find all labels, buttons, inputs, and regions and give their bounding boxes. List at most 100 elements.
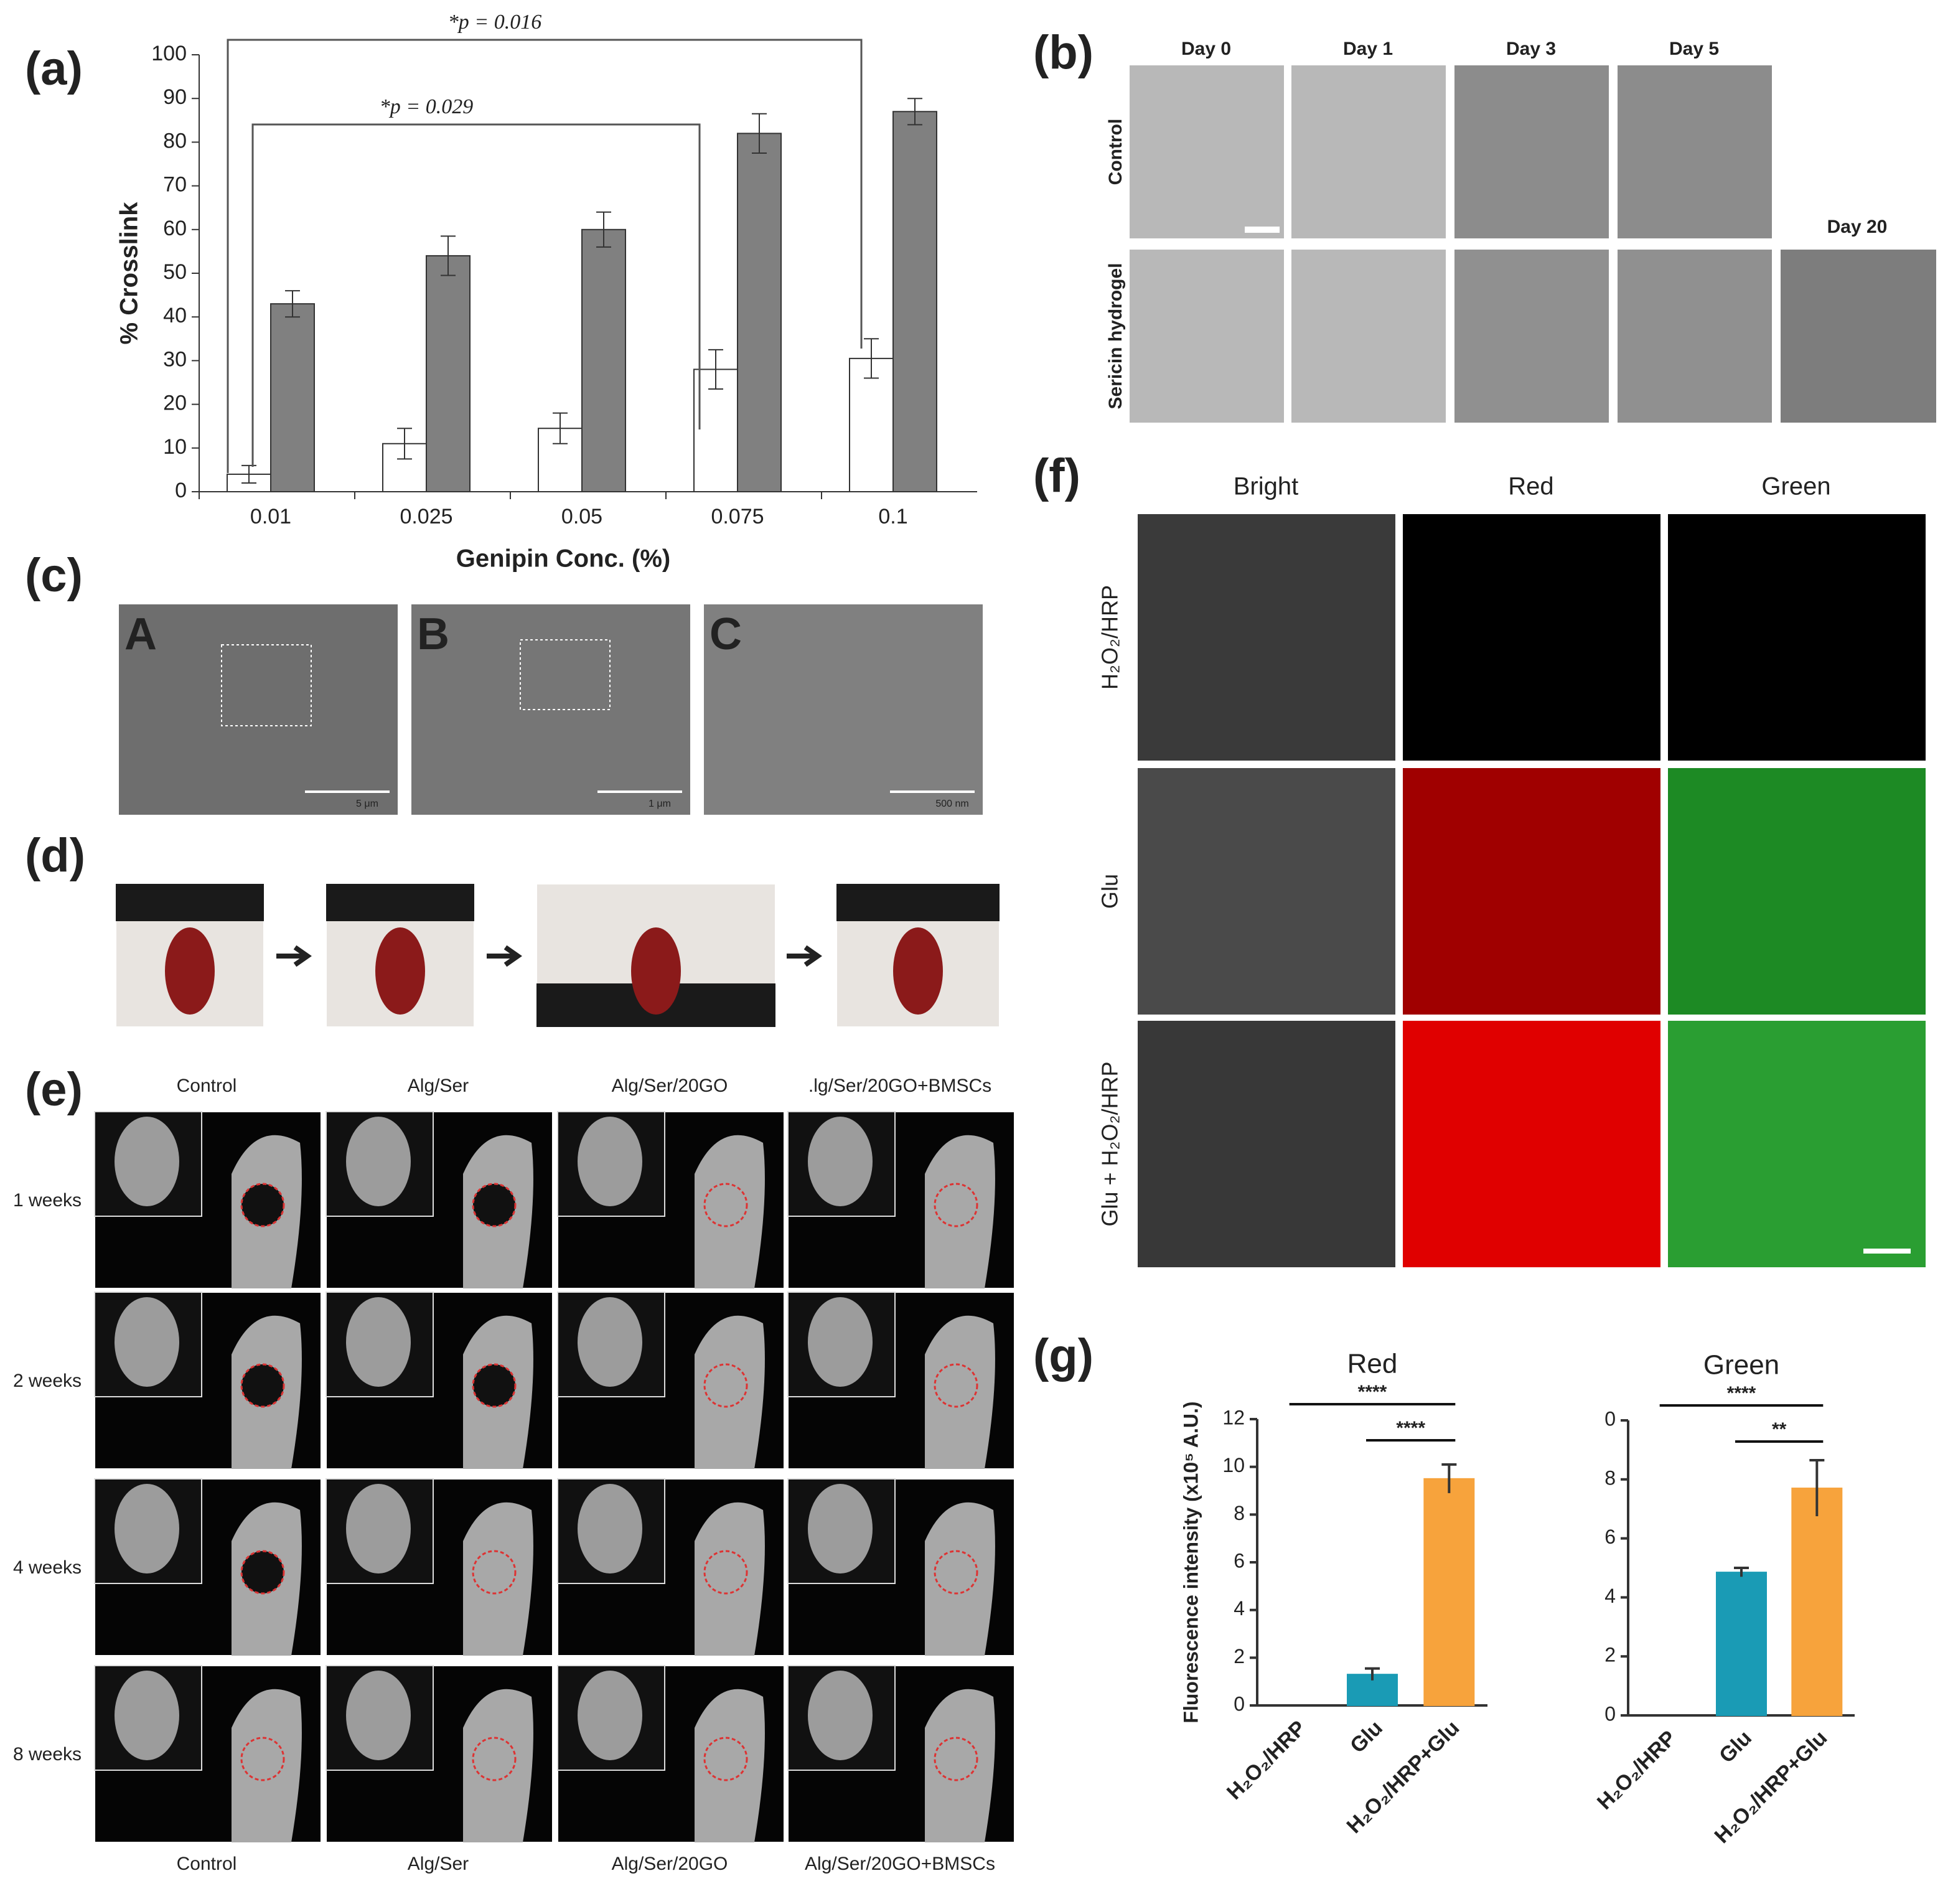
bar <box>426 255 471 492</box>
bone <box>578 1117 642 1206</box>
bone <box>808 1484 873 1573</box>
defect-circle <box>703 1183 748 1227</box>
panel-label: (c) <box>25 549 83 602</box>
photo <box>1138 514 1395 761</box>
photo <box>1403 514 1660 761</box>
ruler <box>326 884 474 921</box>
photo <box>1779 248 1937 424</box>
bracket <box>227 39 863 473</box>
column-label: Day 3 <box>1506 39 1556 59</box>
error-bar <box>241 464 256 484</box>
y-tick-label: 40 <box>163 304 187 327</box>
defect-circle <box>240 1363 285 1408</box>
bone <box>925 1315 995 1469</box>
row-label: 1 weeks <box>13 1190 82 1211</box>
bone <box>115 1297 179 1387</box>
x-tick-label: H₂O₂/HRP <box>1593 1726 1681 1814</box>
bone <box>578 1297 642 1387</box>
photo <box>1128 248 1285 424</box>
bone <box>695 1315 765 1469</box>
annotation: **** <box>1358 1382 1387 1402</box>
row-label: Glu + H₂O₂/HRP <box>1097 1061 1123 1226</box>
bone <box>578 1671 642 1760</box>
error-bar <box>1365 1667 1380 1681</box>
annotation: **** <box>1396 1418 1425 1438</box>
zoom-box <box>520 639 611 710</box>
wound <box>375 927 425 1015</box>
scale-bar-label: 500 nm <box>935 799 968 809</box>
defect-circle <box>703 1363 748 1408</box>
bar <box>1423 1478 1475 1706</box>
row-label: 2 weeks <box>13 1371 82 1391</box>
y-tick-label: 100 <box>151 42 187 65</box>
panel-label: (d) <box>25 829 85 882</box>
column-label: Day 5 <box>1669 39 1719 59</box>
photo <box>1668 1021 1926 1267</box>
row-label: 8 weeks <box>13 1744 82 1765</box>
y-tick-label: 6 <box>1234 1549 1245 1572</box>
y-tick-label: 0 <box>1234 1692 1245 1715</box>
error-bar <box>596 211 611 248</box>
panel-label: (a) <box>25 42 83 95</box>
y-tick-label: 60 <box>163 217 187 240</box>
defect-circle <box>240 1183 285 1227</box>
x-tick-label: Glu <box>1346 1716 1387 1758</box>
y-axis-label: % Crosslink <box>116 202 143 345</box>
row-label: 4 weeks <box>13 1557 82 1578</box>
row-label: Control <box>1105 119 1126 185</box>
photo <box>1290 64 1447 240</box>
bone <box>232 1689 302 1842</box>
column-label: Bright <box>1234 473 1299 500</box>
error-bar <box>1734 1567 1749 1577</box>
y-tick-label: 8 <box>1604 1466 1616 1489</box>
bone <box>808 1297 873 1387</box>
panel-label: (b) <box>1033 26 1094 79</box>
y-tick-label: 80 <box>163 129 187 152</box>
y-tick-label: 20 <box>163 392 187 415</box>
bone <box>115 1671 179 1760</box>
error-bar <box>553 412 568 444</box>
defect-circle <box>934 1363 978 1408</box>
annotation: **** <box>1727 1383 1756 1404</box>
error-bar <box>708 349 723 390</box>
photo <box>410 603 691 816</box>
scale-bar <box>1245 227 1280 233</box>
arrow <box>487 945 522 967</box>
chart-title: Green <box>1703 1350 1779 1381</box>
photo <box>1453 248 1610 424</box>
photo <box>1290 248 1447 424</box>
arrow <box>276 945 312 967</box>
x-axis-label: Genipin Conc. (%) <box>456 545 670 573</box>
bone <box>695 1135 765 1288</box>
error-bar <box>907 98 922 126</box>
y-tick-label: 30 <box>163 347 187 371</box>
y-tick-label: 2 <box>1604 1644 1616 1666</box>
column-label: Alg/Ser/20GO <box>612 1076 728 1096</box>
bone <box>115 1117 179 1206</box>
error-bar <box>1809 1458 1825 1517</box>
row-label: Sericin hydrogel <box>1105 263 1126 409</box>
defect-circle <box>240 1737 285 1781</box>
y-tick-label: 0 <box>1604 1407 1616 1430</box>
column-label: Day 0 <box>1181 39 1231 59</box>
bone <box>463 1689 533 1842</box>
panel-label: (f) <box>1033 449 1080 502</box>
bone <box>346 1117 411 1206</box>
defect-circle <box>472 1550 517 1595</box>
photo <box>1616 64 1773 240</box>
column-label: .lg/Ser/20GO+BMSCs <box>808 1076 991 1096</box>
photo <box>1138 1021 1395 1267</box>
column-label: Alg/Ser <box>408 1854 469 1874</box>
column-label: Day 1 <box>1343 39 1393 59</box>
bar <box>581 228 626 492</box>
y-tick-label: 50 <box>163 260 187 284</box>
bar <box>892 111 937 492</box>
x-tick-label: Glu <box>1715 1726 1756 1768</box>
y-tick-label: 0 <box>175 479 187 502</box>
error-bar <box>397 428 412 460</box>
bone <box>346 1671 411 1760</box>
bone <box>925 1135 995 1288</box>
y-tick-label: 2 <box>1234 1645 1245 1667</box>
defect-circle <box>472 1737 517 1781</box>
